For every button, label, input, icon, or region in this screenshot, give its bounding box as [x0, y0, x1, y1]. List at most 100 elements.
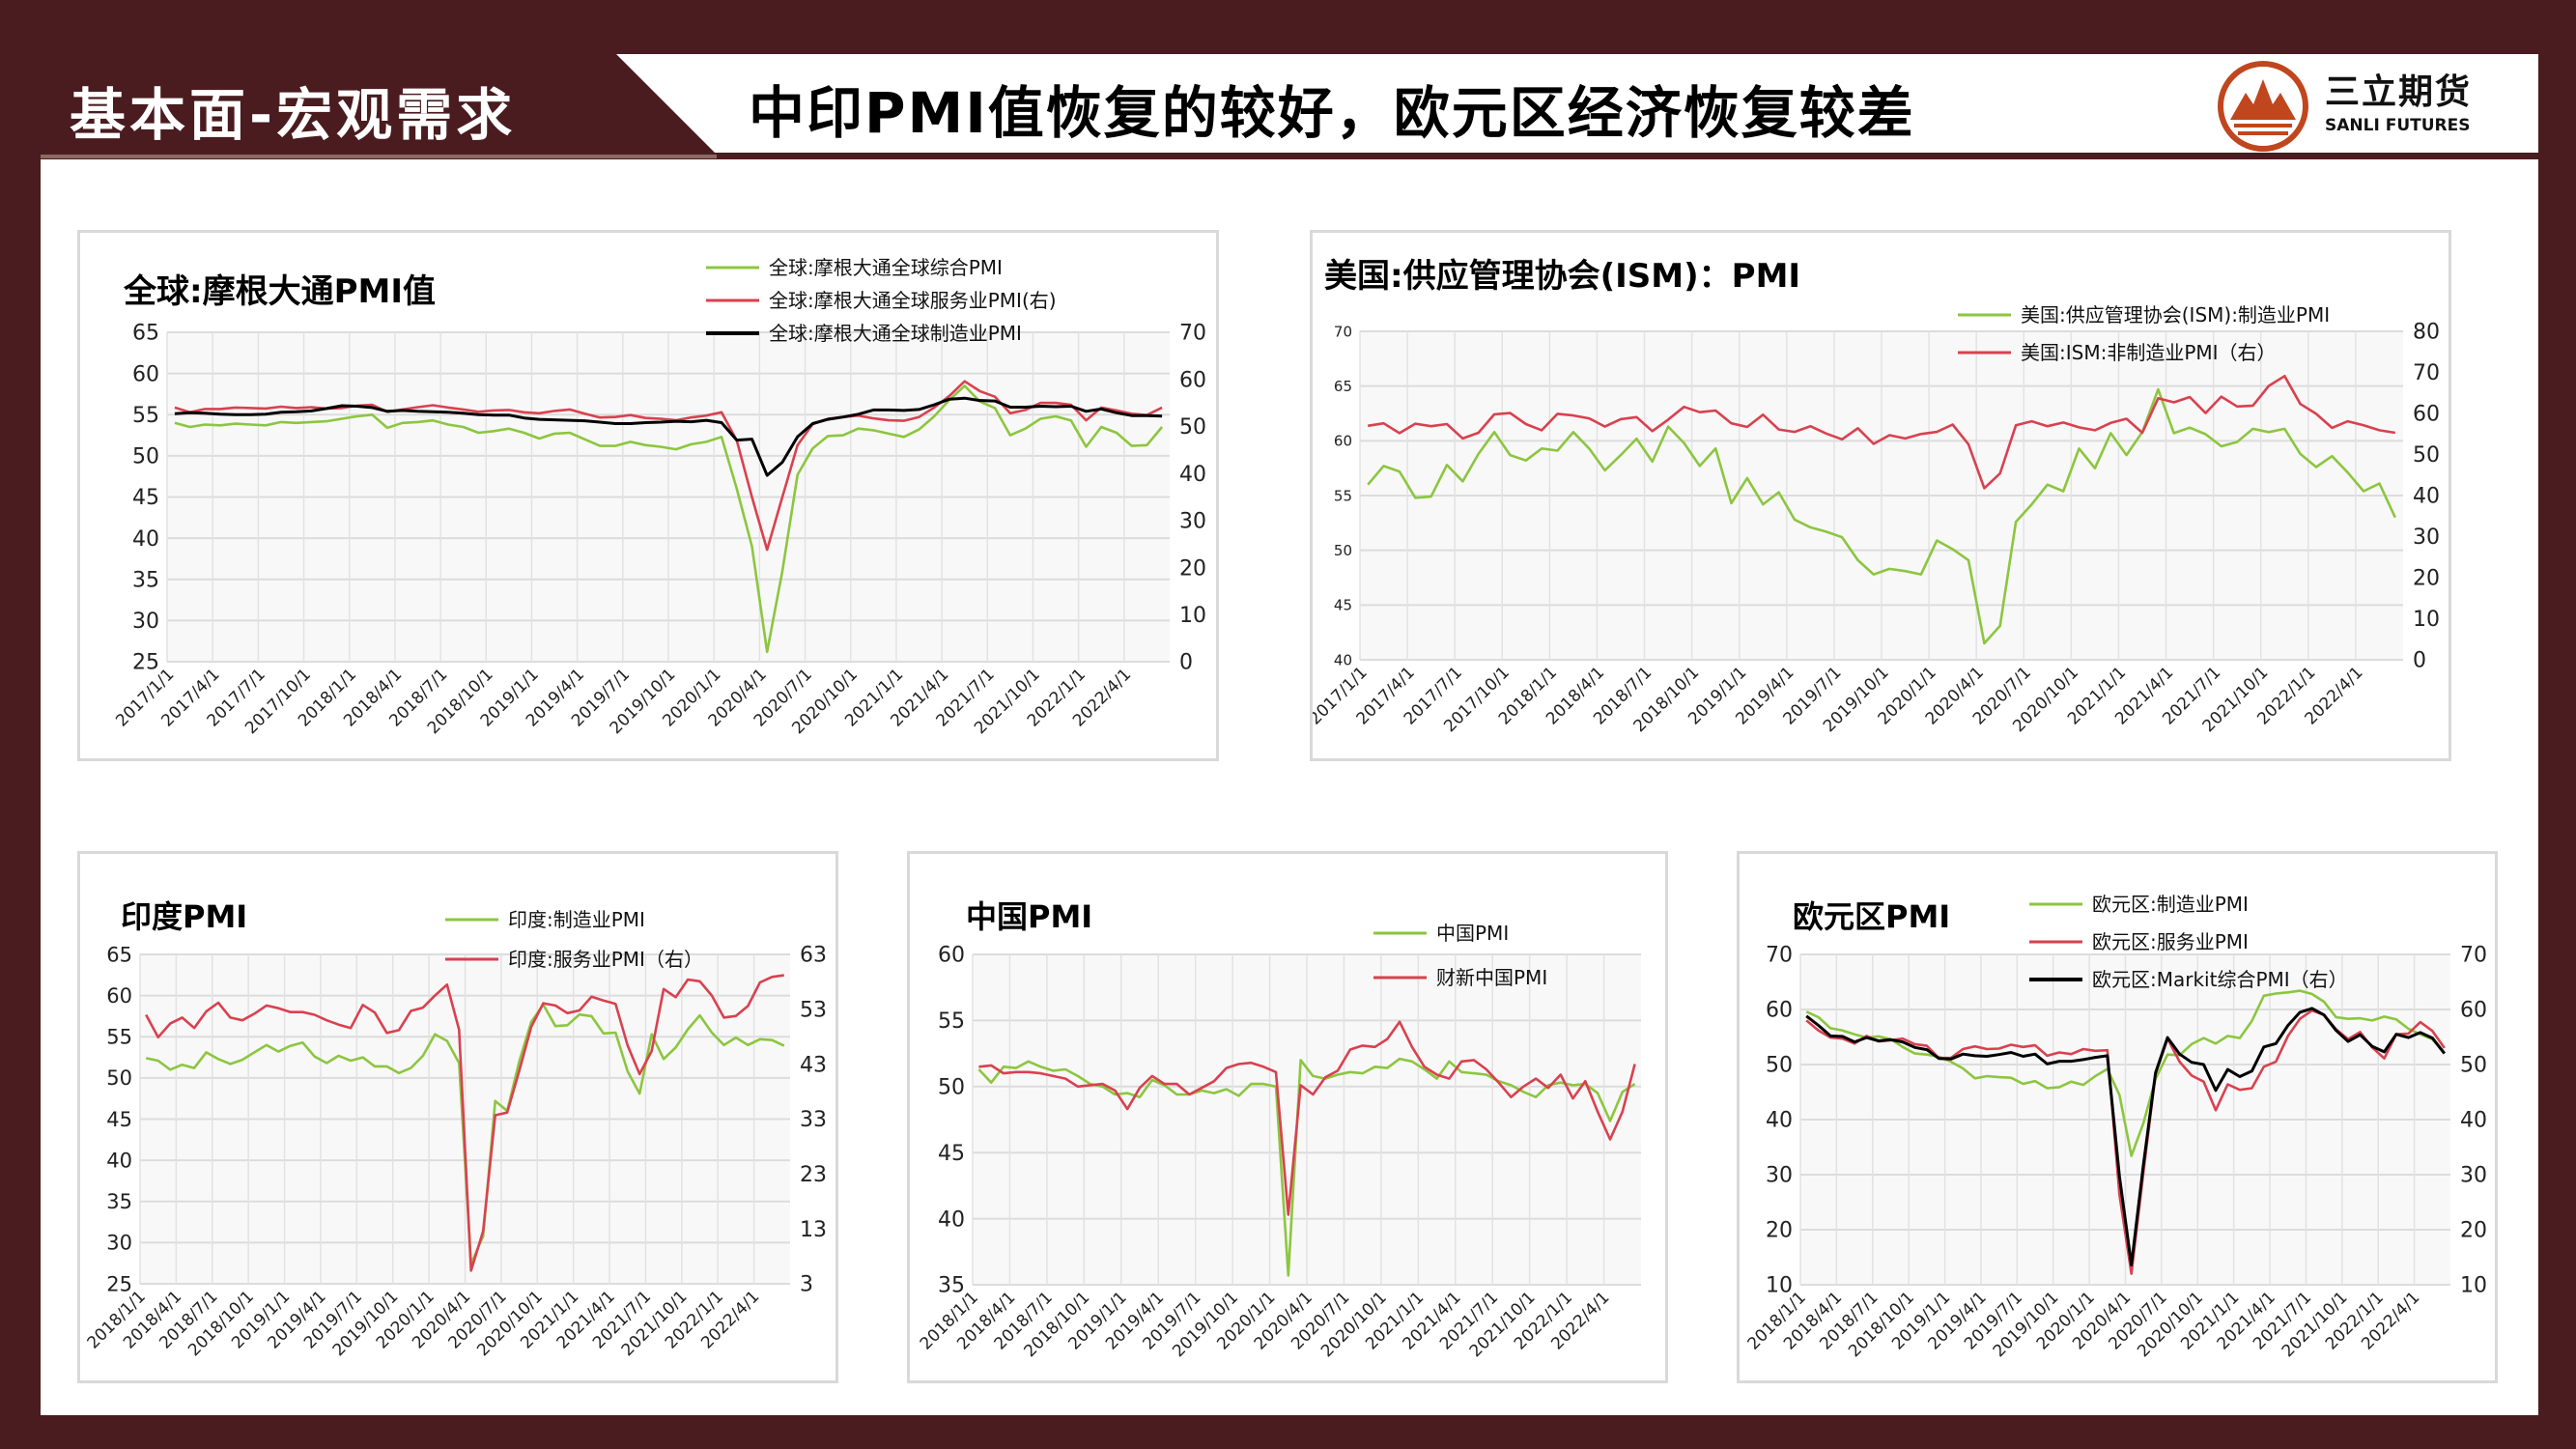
- series-line-0: [1367, 387, 2396, 645]
- y-right-tick-label: 3: [800, 1273, 813, 1297]
- series-line-0: [977, 1057, 1636, 1277]
- y-left-tick-label: 40: [938, 1208, 965, 1232]
- chart-svg: 欧元区PMI10203040506070102030405060702018/1…: [1744, 893, 2487, 1361]
- y-right-tick-label: 20: [1179, 556, 1206, 581]
- y-left-tick-label: 50: [938, 1076, 965, 1100]
- y-left-tick-label: 60: [1766, 999, 1793, 1023]
- y-left-tick-label: 45: [938, 1142, 965, 1166]
- y-right-tick-label: 70: [2460, 944, 2487, 968]
- legend-label: 欧元区:服务业PMI: [2092, 930, 2249, 953]
- y-left-tick-label: 60: [106, 984, 132, 1008]
- y-left-tick-label: 40: [132, 527, 159, 552]
- y-right-tick-label: 63: [800, 944, 827, 968]
- company-logo: 三立期货 SANLI FUTURES: [2217, 60, 2526, 153]
- series-line-1: [978, 1020, 1636, 1216]
- page-title: 中印PMI值恢复的较好，欧元区经济恢复较差: [749, 80, 1915, 146]
- y-right-tick-label: 50: [1179, 415, 1206, 440]
- y-right-tick-label: 30: [1179, 510, 1206, 534]
- y-right-tick-label: 80: [2413, 321, 2440, 345]
- series-line-0: [174, 384, 1164, 654]
- chart-eurozone-pmi: 欧元区PMI 10 20 30 40 50 60 70 10 20 30 40 50 60 70 2018/1…: [1737, 851, 2498, 1383]
- y-right-tick-label: 70: [2413, 361, 2440, 385]
- y-right-tick-label: 0: [1179, 651, 1193, 675]
- y-left-tick-label: 50: [132, 445, 159, 469]
- legend-label: 印度:制造业PMI: [508, 908, 645, 931]
- logo-text-en: SANLI FUTURES: [2325, 116, 2471, 135]
- y-left-tick-label: 35: [132, 568, 159, 592]
- legend-label: 全球:摩根大通全球综合PMI: [769, 256, 1003, 279]
- y-left-tick-label: 45: [1334, 597, 1352, 614]
- legend-label: 美国:ISM:非制造业PMI（右）: [2021, 341, 2277, 364]
- y-left-tick-label: 35: [106, 1190, 132, 1213]
- chart-svg: 中国PMI3540455055602018/1/12018/4/12018/7/…: [917, 898, 1641, 1361]
- y-left-tick-label: 30: [1766, 1164, 1793, 1188]
- y-right-tick-label: 20: [2460, 1219, 2487, 1243]
- chart-svg: 全球:摩根大通PMI值 25 30 35 40 45 50 55 60 65 0 10 20 30 40 50…: [112, 256, 1206, 738]
- y-right-tick-label: 13: [800, 1218, 827, 1242]
- y-left-tick-label: 45: [132, 486, 159, 510]
- chart-title: 欧元区PMI: [1793, 898, 1950, 935]
- y-left-tick-label: 40: [1334, 651, 1352, 668]
- y-right-tick-label: 50: [2413, 443, 2440, 468]
- y-left-tick-label: 55: [1334, 487, 1352, 504]
- legend-label: 中国PMI: [1436, 922, 1509, 945]
- y-right-tick-label: 10: [2460, 1274, 2487, 1298]
- y-left-tick-label: 35: [938, 1274, 965, 1298]
- y-right-tick-label: 60: [2413, 403, 2440, 427]
- y-right-tick-label: 23: [800, 1163, 827, 1187]
- y-left-tick-label: 55: [132, 404, 159, 428]
- y-left-tick-label: 30: [106, 1232, 132, 1255]
- sanli-mountain-logo-icon: [2218, 61, 2308, 152]
- chart-global-jpm-pmi: 全球:摩根大通PMI值 25 30 35 40 45 50 55 60 65 0 10 20 30 40 50…: [77, 230, 1219, 761]
- y-left-tick-label: 50: [1766, 1054, 1793, 1078]
- y-right-tick-label: 60: [1179, 368, 1206, 392]
- y-right-tick-label: 20: [2413, 567, 2440, 591]
- y-left-tick-label: 20: [1766, 1219, 1793, 1243]
- legend-label: 全球:摩根大通全球制造业PMI: [769, 322, 1022, 345]
- chart-title: 中国PMI: [966, 898, 1092, 935]
- y-left-tick-label: 10: [1766, 1274, 1793, 1298]
- y-left-tick-label: 70: [1334, 323, 1352, 340]
- y-right-tick-label: 50: [2460, 1054, 2487, 1078]
- y-right-tick-label: 40: [2460, 1109, 2487, 1133]
- series-line-0: [1805, 989, 2446, 1157]
- y-left-tick-label: 50: [1334, 542, 1352, 559]
- y-left-tick-label: 55: [106, 1026, 132, 1049]
- series-line-1: [174, 380, 1163, 552]
- y-left-tick-label: 60: [132, 362, 159, 386]
- series-line-2: [174, 396, 1163, 477]
- y-left-tick-label: 25: [132, 651, 159, 675]
- y-right-tick-label: 53: [800, 999, 827, 1023]
- chart-svg: 印度PMI25303540455055606531323334353632018…: [84, 898, 827, 1360]
- y-left-tick-label: 70: [1766, 944, 1793, 968]
- series-line-2: [1805, 1007, 2446, 1266]
- legend-label: 印度:服务业PMI（右）: [508, 948, 703, 971]
- y-left-tick-label: 30: [132, 610, 159, 634]
- chart-china-pmi: 中国PMI 35 40 45 50 55 60 2018/1/1 2018/4/1 2018/7/…: [907, 851, 1668, 1383]
- chart-title: 印度PMI: [121, 898, 247, 935]
- y-right-tick-label: 43: [800, 1053, 827, 1077]
- chart-us-ism-pmi: 美国:供应管理协会(ISM)：PMI 40 45 50 55 60 65 70 0 10 20 30 4…: [1310, 230, 2451, 761]
- y-left-tick-label: 65: [132, 322, 159, 346]
- logo-text-cn: 三立期货: [2325, 72, 2473, 112]
- y-left-tick-label: 60: [1334, 433, 1352, 450]
- section-label: 基本面-宏观需求: [70, 82, 517, 148]
- y-right-tick-label: 0: [2413, 649, 2426, 673]
- y-left-tick-label: 50: [106, 1066, 132, 1090]
- header-band: [616, 54, 2538, 153]
- legend-label: 欧元区:制造业PMI: [2092, 893, 2249, 916]
- series-line-1: [1367, 375, 2396, 490]
- legend-label: 财新中国PMI: [1436, 966, 1547, 989]
- section-underline: [41, 155, 717, 158]
- y-right-tick-label: 40: [1179, 463, 1206, 487]
- chart-title: 美国:供应管理协会(ISM)：PMI: [1324, 257, 1800, 296]
- y-right-tick-label: 70: [1179, 322, 1206, 346]
- y-right-tick-label: 10: [2413, 608, 2440, 632]
- y-right-tick-label: 40: [2413, 485, 2440, 509]
- legend-label: 欧元区:Markit综合PMI（右）: [2092, 968, 2348, 991]
- chart-title: 全球:摩根大通PMI值: [123, 272, 436, 311]
- y-left-tick-label: 55: [938, 1009, 965, 1034]
- y-left-tick-label: 65: [1334, 378, 1352, 395]
- y-left-tick-label: 65: [106, 943, 132, 966]
- y-right-tick-label: 10: [1179, 604, 1206, 628]
